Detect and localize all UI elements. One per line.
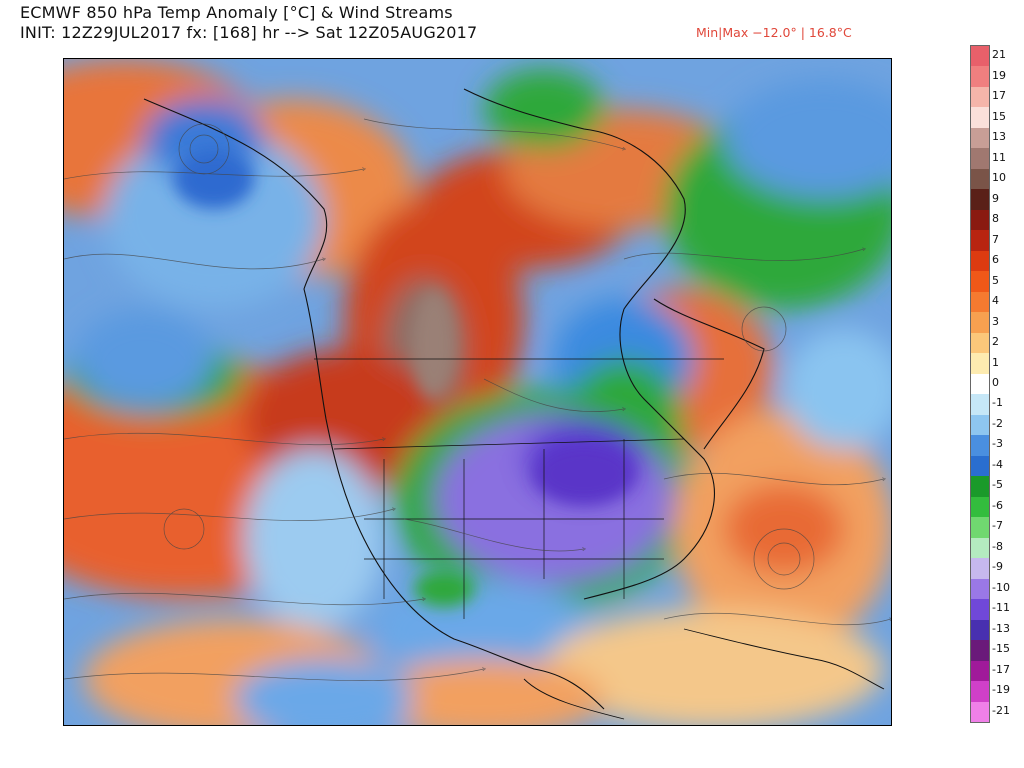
- legend-label: -8: [992, 539, 1003, 553]
- legend-label: 7: [992, 232, 999, 246]
- legend-label: -17: [992, 662, 1010, 676]
- legend-label: 17: [992, 89, 1006, 103]
- legend-swatch: [971, 414, 989, 436]
- legend-swatch: [971, 373, 989, 395]
- legend-label: -6: [992, 498, 1003, 512]
- legend-swatch: [971, 332, 989, 354]
- legend-label: 15: [992, 109, 1006, 123]
- legend-label: 19: [992, 68, 1006, 82]
- legend-label: 4: [992, 294, 999, 308]
- legend-label: -10: [992, 580, 1010, 594]
- legend-label: 10: [992, 171, 1006, 185]
- legend-swatch: [971, 291, 989, 313]
- wind-streamlines: [64, 118, 891, 681]
- legend-swatch: [971, 353, 989, 375]
- legend-label: 1: [992, 355, 999, 369]
- color-scale-bar: [970, 45, 990, 723]
- legend-label: 13: [992, 130, 1006, 144]
- legend-swatch: [971, 127, 989, 149]
- legend-label: -1: [992, 396, 1003, 410]
- legend-swatch: [971, 476, 989, 498]
- legend-swatch: [971, 189, 989, 211]
- legend-label: 21: [992, 48, 1006, 62]
- legend-label: 8: [992, 212, 999, 226]
- legend-swatch: [971, 701, 989, 723]
- legend-label: 11: [992, 150, 1006, 164]
- min-max-readout: Min|Max −12.0° | 16.8°C: [696, 25, 852, 40]
- legend-swatch: [971, 86, 989, 108]
- legend-label: 2: [992, 335, 999, 349]
- legend-swatch: [971, 46, 989, 67]
- legend-swatch: [971, 271, 989, 293]
- legend-label: 6: [992, 253, 999, 267]
- legend-label: -13: [992, 621, 1010, 635]
- legend-swatch: [971, 578, 989, 600]
- legend-swatch: [971, 312, 989, 334]
- legend-label: -2: [992, 416, 1003, 430]
- legend-label: 5: [992, 273, 999, 287]
- legend-swatch: [971, 660, 989, 682]
- legend-swatch: [971, 558, 989, 580]
- legend-label: -19: [992, 683, 1010, 697]
- legend-label: -4: [992, 457, 1003, 471]
- legend-swatch: [971, 168, 989, 190]
- legend-label: -15: [992, 642, 1010, 656]
- legend-label: 3: [992, 314, 999, 328]
- legend-swatch: [971, 496, 989, 518]
- legend-label: 0: [992, 376, 999, 389]
- legend-swatch: [971, 517, 989, 539]
- legend-swatch: [971, 148, 989, 170]
- legend-swatch: [971, 619, 989, 641]
- legend-label: -21: [992, 703, 1010, 717]
- legend-swatch: [971, 66, 989, 88]
- chart-title: ECMWF 850 hPa Temp Anomaly [°C] & Wind S…: [20, 3, 453, 22]
- legend-label: -3: [992, 437, 1003, 451]
- legend-swatch: [971, 640, 989, 662]
- anomaly-map: [63, 58, 892, 726]
- legend-swatch: [971, 435, 989, 457]
- coastlines-and-borders: [143, 88, 885, 720]
- legend-label: -9: [992, 560, 1003, 574]
- forecast-init-line: INIT: 12Z29JUL2017 fx: [168] hr --> Sat …: [20, 23, 478, 42]
- legend-swatch: [971, 230, 989, 252]
- legend-label: -7: [992, 519, 1003, 533]
- legend-swatch: [971, 455, 989, 477]
- legend-swatch: [971, 537, 989, 559]
- legend-swatch: [971, 107, 989, 129]
- legend-swatch: [971, 209, 989, 231]
- legend-swatch: [971, 250, 989, 272]
- legend-swatch: [971, 681, 989, 702]
- legend-swatch: [971, 599, 989, 621]
- legend-swatch: [971, 394, 989, 416]
- legend-label: -5: [992, 478, 1003, 492]
- legend-label: 9: [992, 191, 999, 205]
- legend-label: -11: [992, 601, 1010, 615]
